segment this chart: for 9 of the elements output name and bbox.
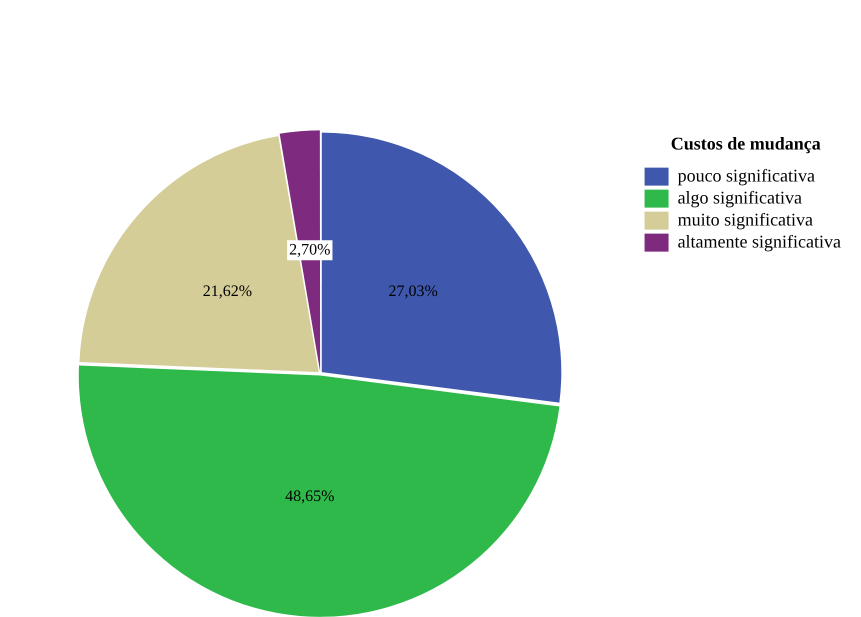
data-label: 27,03% [388,282,438,300]
data-label: 48,65% [285,488,334,506]
legend-label: pouco significativa [678,165,816,186]
legend-label: muito significativa [678,209,814,230]
legend-label: altamente significativa [678,231,842,252]
legend-label: algo significativa [678,187,802,208]
data-label: 21,62% [202,282,252,300]
data-label: 2,70% [289,241,330,258]
legend-title: Custos de mudança [670,134,821,154]
